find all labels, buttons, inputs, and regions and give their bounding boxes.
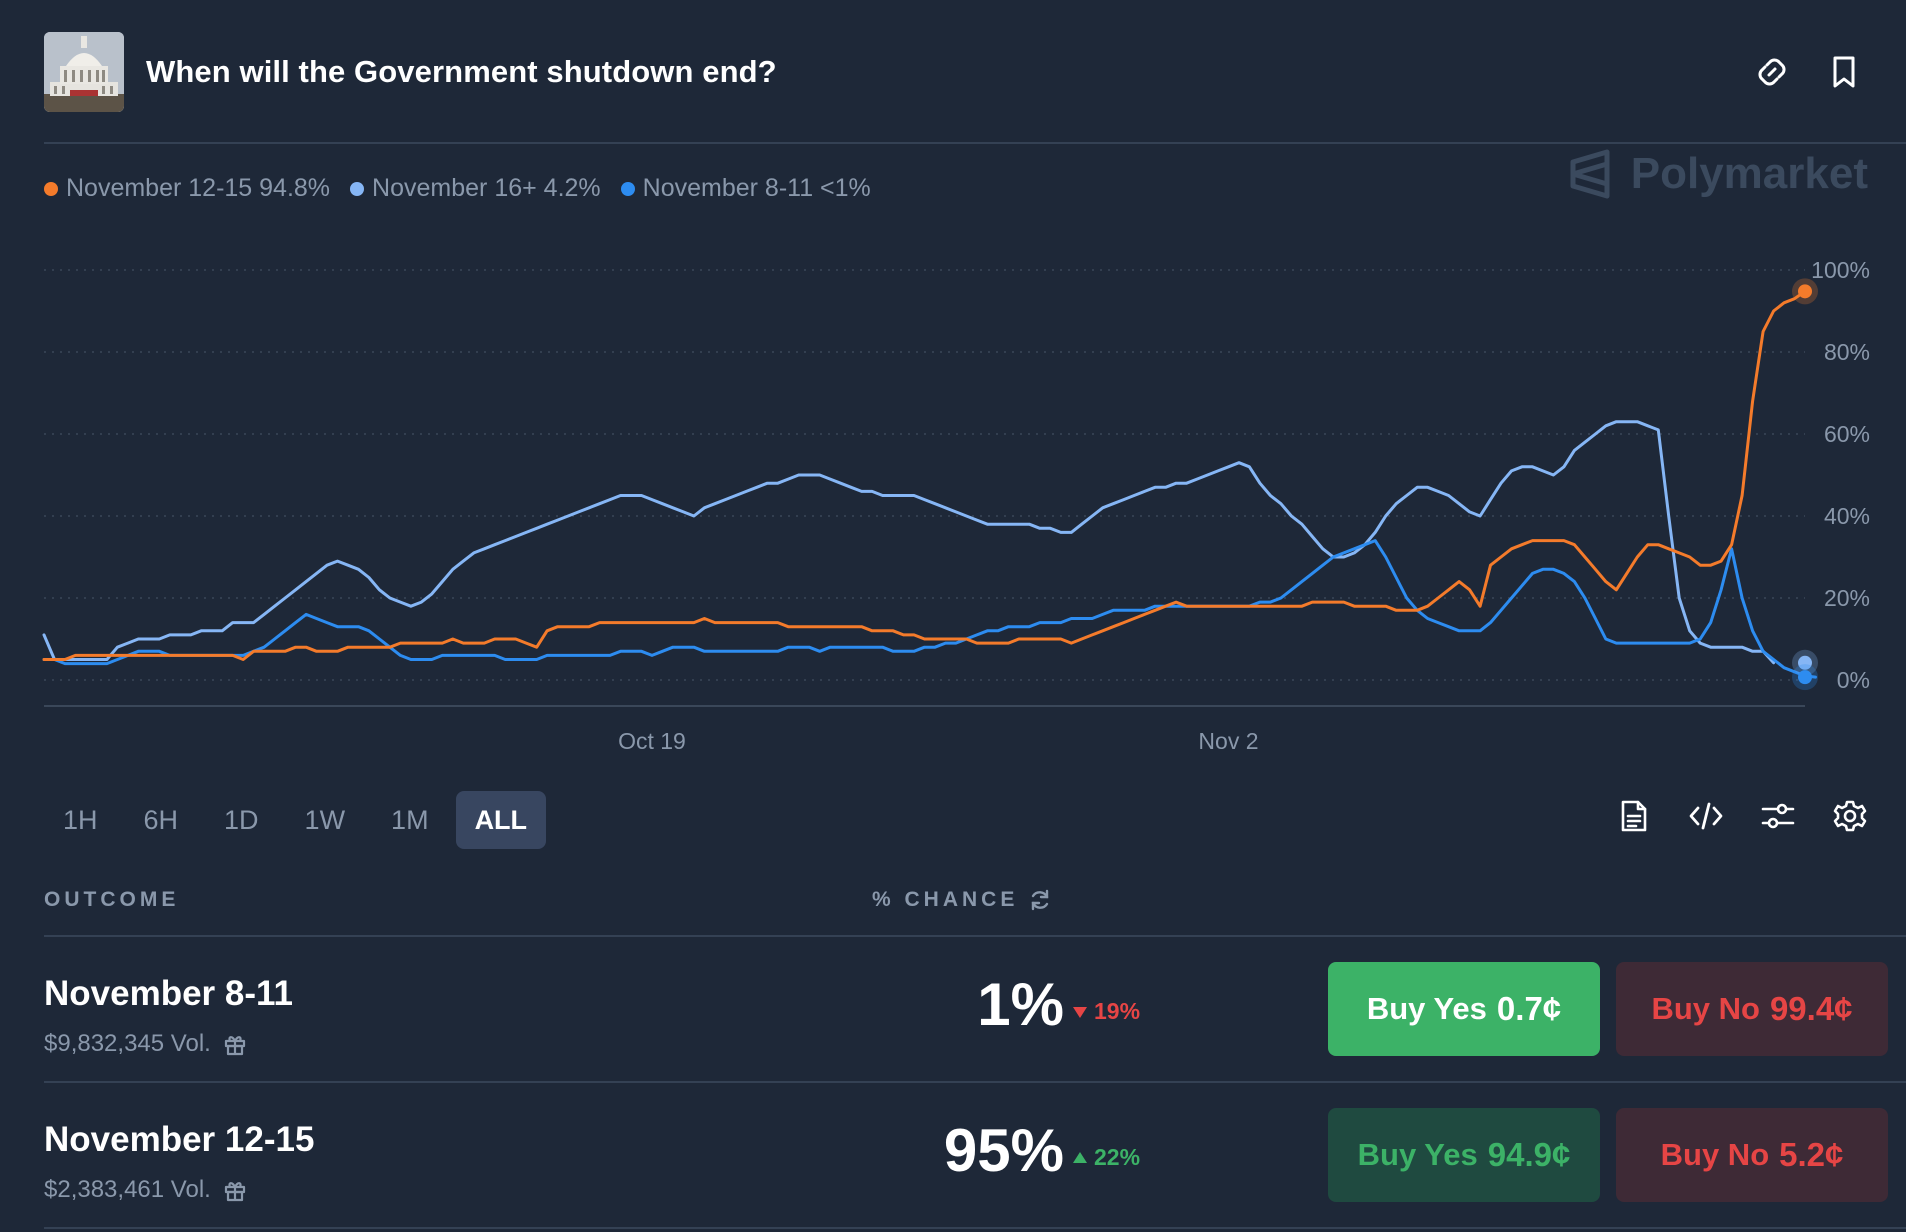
- outcomes-table-header: OUTCOME % CHANCE: [44, 888, 1906, 928]
- bookmark-icon[interactable]: [1826, 54, 1862, 90]
- y-tick-label: 0%: [1837, 667, 1870, 693]
- document-icon[interactable]: [1616, 798, 1652, 834]
- buy-no-label: Buy No: [1651, 991, 1760, 1026]
- header-actions: [1754, 54, 1862, 90]
- settings-gear-icon[interactable]: [1832, 798, 1868, 834]
- range-6h-button[interactable]: 6H: [143, 804, 179, 835]
- buy-no-button[interactable]: Buy No 5.2¢: [1616, 1108, 1888, 1202]
- table-header-divider: [44, 935, 1906, 937]
- market-header: When will the Government shutdown end?: [44, 32, 1862, 112]
- buy-yes-button[interactable]: Buy Yes 94.9¢: [1328, 1108, 1600, 1202]
- buy-no-button[interactable]: Buy No 99.4¢: [1616, 962, 1888, 1056]
- outcome-name: November 12-15: [44, 1120, 315, 1159]
- y-tick-label: 20%: [1824, 585, 1870, 611]
- legend-label: November 12-15 94.8%: [66, 174, 331, 202]
- embed-code-icon[interactable]: [1688, 798, 1724, 834]
- sliders-icon[interactable]: [1760, 798, 1796, 834]
- volume-text: $9,832,345 Vol.: [44, 1030, 211, 1057]
- capitol-thumbnail: [44, 32, 124, 112]
- legend-label: November 8-11 <1%: [642, 174, 871, 202]
- series-endpoint: [1798, 670, 1812, 685]
- y-tick-label: 60%: [1824, 421, 1870, 447]
- series-endpoint: [1798, 284, 1812, 299]
- buy-yes-label: Buy Yes: [1366, 991, 1487, 1026]
- chart-tools: [1616, 798, 1868, 834]
- buy-yes-button[interactable]: Buy Yes 0.7¢: [1328, 962, 1600, 1056]
- series-line: [42, 420, 1776, 665]
- range-1m-button[interactable]: 1M: [391, 804, 429, 835]
- range-1h-button[interactable]: 1H: [63, 804, 98, 835]
- outcome-volume: $2,383,461 Vol.: [44, 1176, 247, 1204]
- outcome-volume: $9,832,345 Vol.: [44, 1030, 247, 1058]
- buy-yes-price: 94.9¢: [1487, 1136, 1571, 1173]
- triangle-up-icon: [1073, 1151, 1087, 1163]
- chart-legend: November 12-15 94.8% November 16+ 4.2% N…: [44, 174, 871, 203]
- refresh-icon[interactable]: [1028, 888, 1052, 912]
- series-endpoint: [1798, 655, 1812, 670]
- y-tick-label: 80%: [1824, 339, 1870, 365]
- price-chart: 100% 80% 60% 40% 20% 0% Oct 19 Nov 2: [42, 257, 1870, 754]
- y-tick-label: 100%: [1811, 257, 1870, 283]
- outcome-column-header: OUTCOME: [44, 888, 180, 911]
- buy-no-label: Buy No: [1660, 1137, 1770, 1172]
- legend-dot: [350, 181, 365, 196]
- polymarket-watermark: Polymarket: [1567, 148, 1868, 200]
- buy-no-price: 5.2¢: [1779, 1136, 1844, 1173]
- buy-no-price: 99.4¢: [1769, 990, 1853, 1027]
- range-1d-button[interactable]: 1D: [224, 804, 259, 835]
- chance-column-header: % CHANCE: [872, 888, 1052, 912]
- legend-item: November 12-15 94.8%: [44, 174, 330, 203]
- header-divider: [44, 142, 1906, 144]
- buy-yes-label: Buy Yes: [1357, 1137, 1478, 1172]
- gift-icon[interactable]: [223, 1178, 247, 1202]
- chance-change: 22%: [1072, 1144, 1140, 1171]
- row-divider: [44, 1081, 1906, 1083]
- outcome-chance: 95%: [943, 1117, 1064, 1184]
- legend-dot: [44, 181, 58, 196]
- time-range-selector: 1H 6H 1D 1W 1M ALL: [44, 791, 547, 849]
- watermark-text: Polymarket: [1630, 149, 1868, 198]
- change-value: 22%: [1094, 1144, 1141, 1170]
- outcome-row[interactable]: November 12-15 $2,383,461 Vol. 95% 22% B…: [44, 1088, 1906, 1232]
- legend-label: November 16+ 4.2%: [372, 174, 601, 202]
- row-divider: [44, 1227, 1906, 1229]
- chance-column-label: % CHANCE: [872, 888, 1019, 911]
- link-icon[interactable]: [1754, 54, 1790, 90]
- gift-icon[interactable]: [223, 1032, 247, 1056]
- chart-svg: 100% 80% 60% 40% 20% 0% Oct 19 Nov 2: [42, 257, 1870, 754]
- triangle-down-icon: [1073, 1006, 1087, 1018]
- range-all-button[interactable]: ALL: [455, 791, 547, 849]
- legend-dot: [620, 181, 635, 196]
- series-line: [42, 289, 1807, 661]
- volume-text: $2,383,461 Vol.: [44, 1176, 211, 1203]
- change-value: 19%: [1094, 998, 1141, 1024]
- outcome-chance: 1%: [977, 971, 1064, 1038]
- polymarket-logo-icon: [1570, 149, 1610, 199]
- outcome-name: November 8-11: [44, 974, 294, 1013]
- outcome-row[interactable]: November 8-11 $9,832,345 Vol. 1% 19% Buy…: [44, 942, 1906, 1086]
- x-tick-label: Nov 2: [1198, 728, 1258, 754]
- legend-item: November 8-11 <1%: [620, 174, 871, 203]
- legend-item: November 16+ 4.2%: [350, 174, 601, 203]
- x-tick-label: Oct 19: [618, 728, 686, 754]
- market-title: When will the Government shutdown end?: [146, 54, 777, 89]
- chance-change: 19%: [1072, 998, 1140, 1025]
- buy-yes-price: 0.7¢: [1496, 990, 1562, 1027]
- series-line: [42, 539, 1817, 679]
- range-1w-button[interactable]: 1W: [304, 804, 346, 835]
- y-tick-label: 40%: [1824, 503, 1870, 529]
